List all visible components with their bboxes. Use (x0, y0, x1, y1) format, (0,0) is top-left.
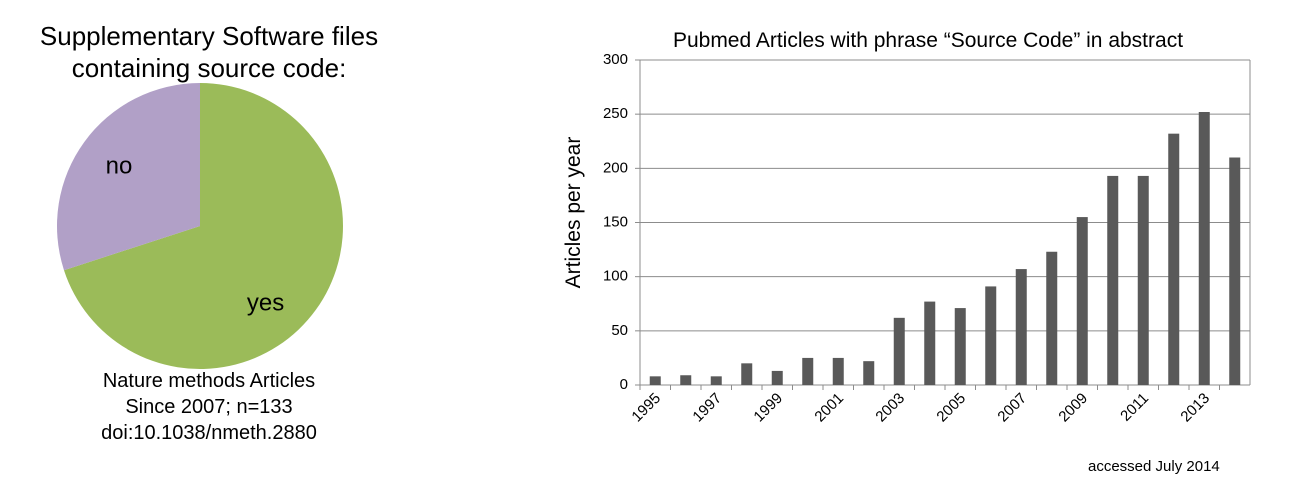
pie-chart-title: Supplementary Software files containing … (0, 20, 418, 84)
x-tick-label: 2009 (1055, 390, 1091, 426)
y-tick-label: 250 (603, 105, 628, 122)
bar-2004 (924, 301, 936, 385)
pie-title-line-1: Supplementary Software files (39, 21, 379, 51)
x-tick-label: 2001 (811, 390, 847, 426)
bar-2011 (1137, 175, 1149, 385)
x-tick-label: 2005 (933, 390, 969, 426)
y-tick-label: 150 (603, 213, 628, 230)
bar-1999 (771, 370, 783, 385)
bar-1997 (710, 376, 722, 385)
y-axis-label: Articles per year (562, 137, 585, 289)
accessed-note: accessed July 2014 (1088, 458, 1220, 475)
bar-2008 (1046, 251, 1058, 385)
bar-2003 (893, 317, 905, 385)
x-tick-label: 1999 (750, 390, 786, 426)
bar-1998 (741, 363, 753, 385)
bar-2013 (1198, 112, 1210, 385)
bar-2002 (863, 361, 875, 385)
pie-chart: yes no (56, 83, 343, 370)
bar-2009 (1076, 217, 1088, 385)
x-tick-label: 1997 (689, 390, 725, 426)
bar-2005 (954, 308, 966, 385)
y-tick-label: 300 (603, 51, 628, 68)
y-tick-label: 0 (620, 376, 628, 393)
bar-2010 (1107, 175, 1119, 385)
pie-slice-yes (63, 83, 343, 370)
pie-caption-line-3: doi:10.1038/nmeth.2880 (101, 422, 317, 444)
pie-slice-no (56, 83, 201, 271)
pie-title-line-2: containing source code: (71, 53, 347, 83)
pie-label-no: no (106, 153, 133, 180)
y-tick-label: 200 (603, 159, 628, 176)
x-tick-label: 1995 (628, 390, 664, 426)
bar-2001 (832, 357, 844, 385)
bar-chart-title: Pubmed Articles with phrase “Source Code… (673, 29, 1183, 52)
x-tick-label: 2013 (1177, 390, 1213, 426)
pie-label-yes: yes (247, 290, 284, 317)
bar-2006 (985, 286, 997, 385)
bar-2012 (1168, 133, 1180, 385)
x-tick-label: 2011 (1117, 390, 1152, 425)
x-tick-label: 2007 (994, 390, 1030, 426)
y-tick-label: 50 (611, 322, 628, 339)
bar-2014 (1229, 157, 1241, 385)
y-tick-label: 100 (603, 268, 628, 285)
pie-caption: Nature methods Articles Since 2007; n=13… (0, 368, 418, 446)
bar-1995 (649, 376, 661, 385)
bar-chart: Pubmed Articles with phrase “Source Code… (562, 29, 1251, 426)
x-tick-label: 2003 (872, 390, 908, 426)
pie-caption-line-2: Since 2007; n=133 (125, 396, 293, 418)
pie-caption-line-1: Nature methods Articles (102, 370, 316, 392)
bar-1996 (680, 375, 692, 385)
bar-2000 (802, 357, 814, 385)
bar-2007 (1015, 269, 1027, 385)
